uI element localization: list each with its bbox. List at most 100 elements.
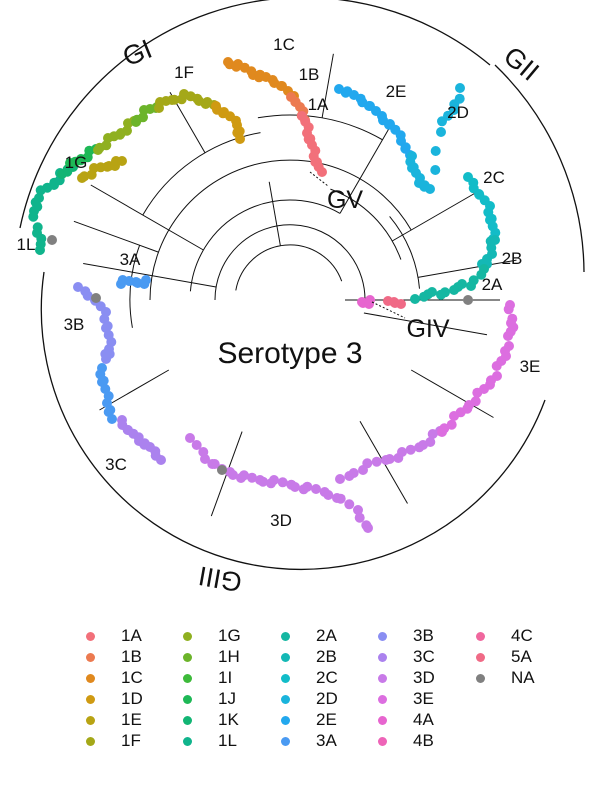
legend-item-4c: 4C [476, 625, 533, 647]
subtype-label-2e: 2E [386, 82, 407, 101]
tip-2d [436, 127, 446, 137]
legend-label: 2D [316, 689, 338, 708]
legend-swatch [183, 631, 192, 641]
tip-3d [200, 454, 210, 464]
legend-label: 2A [316, 626, 337, 645]
genotype-label-gv: GV [327, 186, 363, 214]
legend-item-4a: 4A [378, 709, 434, 731]
tip-1g [122, 125, 132, 136]
arc-giii [40, 271, 546, 571]
subtype-label-1f: 1F [174, 63, 194, 82]
legend-label: 4C [511, 626, 533, 645]
tip-3d [277, 477, 288, 488]
legend-item-2d: 2D [281, 688, 338, 710]
arc-gii [494, 64, 585, 273]
tip-2d [425, 184, 435, 194]
tip-4a [365, 295, 375, 305]
legend-label: 1D [121, 689, 143, 708]
tip-3d [335, 493, 346, 504]
tip-3e [505, 300, 515, 310]
tip-2a [410, 294, 420, 304]
tip-na [91, 293, 101, 303]
subtype-label-3a: 3A [120, 250, 141, 269]
tip-3e [504, 341, 514, 351]
tip-3d [384, 454, 395, 464]
legend-item-1c: 1C [86, 667, 143, 689]
tip-3d [228, 470, 238, 480]
subtype-label-2d: 2D [447, 103, 469, 122]
tip-1l [32, 222, 43, 233]
legend-label: 5A [511, 647, 532, 666]
legend-item-1d: 1D [86, 688, 143, 710]
tip-1e [117, 156, 127, 166]
tip-3d [335, 474, 345, 484]
legend-swatch [281, 631, 290, 641]
legend-label: 3B [413, 626, 434, 645]
tip-1f [169, 94, 180, 105]
tree-tips [28, 57, 519, 533]
tip-3d [311, 484, 321, 494]
legend-swatch [86, 673, 95, 683]
legend-swatch [281, 736, 290, 746]
tree-branches [73, 53, 517, 517]
subtype-label-1b: 1B [299, 65, 320, 84]
legend-item-3e: 3E [378, 688, 434, 710]
tip-2a [419, 291, 429, 302]
tip-2d [454, 93, 465, 104]
legend-swatch [281, 673, 290, 683]
subtype-label-3c: 3C [105, 455, 127, 474]
legend-swatch [86, 631, 95, 641]
subtype-label-1g: 1G [65, 153, 88, 172]
genotype-label-giv: GIV [406, 315, 449, 343]
tip-3a [141, 275, 151, 285]
legend-swatch [281, 694, 290, 704]
legend-item-3b: 3B [378, 625, 434, 647]
subtype-label-3d: 3D [270, 511, 292, 530]
legend-item-1h: 1H [183, 646, 240, 668]
legend-swatch [281, 715, 290, 725]
legend-label: 4A [413, 710, 434, 729]
legend-label: 3A [316, 731, 337, 750]
tip-3d [290, 482, 300, 492]
tip-3d [258, 476, 268, 487]
legend-item-2c: 2C [281, 667, 338, 689]
tip-2a [466, 281, 476, 291]
tip-3d [348, 468, 359, 478]
tip-2a [476, 269, 487, 280]
tip-3d [239, 470, 249, 481]
tip-na [217, 465, 227, 475]
legend-item-1l: 1L [183, 730, 237, 752]
legend-item-4b: 4B [378, 730, 434, 752]
legend-label: 1G [218, 626, 241, 645]
tip-3d [269, 475, 279, 485]
tip-na [47, 235, 57, 245]
genotype-label-gi: GI [119, 34, 157, 72]
tip-3d [371, 456, 382, 467]
subtype-label-1l: 1L [17, 235, 36, 254]
legend-swatch [183, 652, 192, 662]
tip-3d [425, 437, 436, 447]
legend-item-1e: 1E [86, 709, 142, 731]
tip-2d [455, 83, 465, 93]
legend-swatch [86, 736, 95, 746]
genotype-label-giii: GIII [196, 560, 244, 597]
tip-na [463, 295, 473, 305]
tip-3e [446, 419, 457, 430]
legend-swatch [183, 673, 192, 683]
legend-swatch [378, 736, 387, 746]
tip-3d [209, 459, 220, 469]
legend-swatch [476, 652, 485, 662]
tip-3d [405, 444, 416, 455]
legend-swatch [183, 694, 192, 704]
tip-3a [107, 414, 117, 424]
subtype-label-2a: 2A [482, 275, 503, 294]
tip-3c [156, 455, 166, 465]
legend-swatch [476, 631, 485, 641]
legend-item-3a: 3A [281, 730, 337, 752]
legend-label: 1H [218, 647, 240, 666]
legend-item-1i: 1I [183, 667, 232, 689]
legend-swatch [281, 652, 290, 662]
legend-item-1b: 1B [86, 646, 142, 668]
tip-2a [449, 285, 459, 295]
tip-3e [507, 313, 518, 324]
